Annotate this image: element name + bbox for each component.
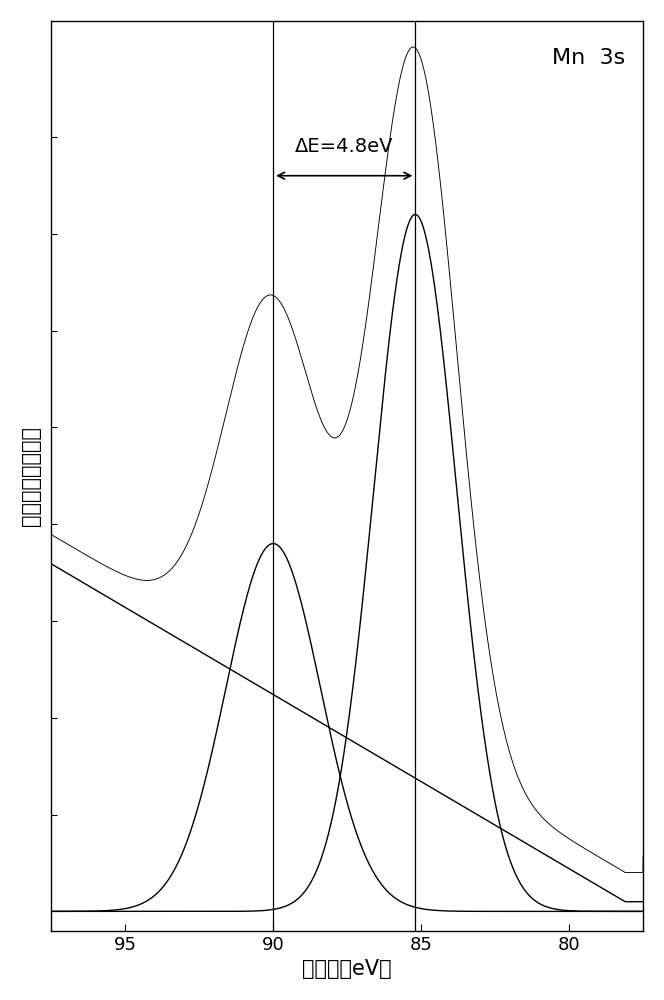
Y-axis label: 强度（任意单位）: 强度（任意单位） — [21, 426, 41, 526]
Text: Mn  3s: Mn 3s — [552, 48, 625, 68]
Text: ΔE=4.8eV: ΔE=4.8eV — [295, 137, 394, 156]
X-axis label: 结合能（eV）: 结合能（eV） — [302, 959, 392, 979]
